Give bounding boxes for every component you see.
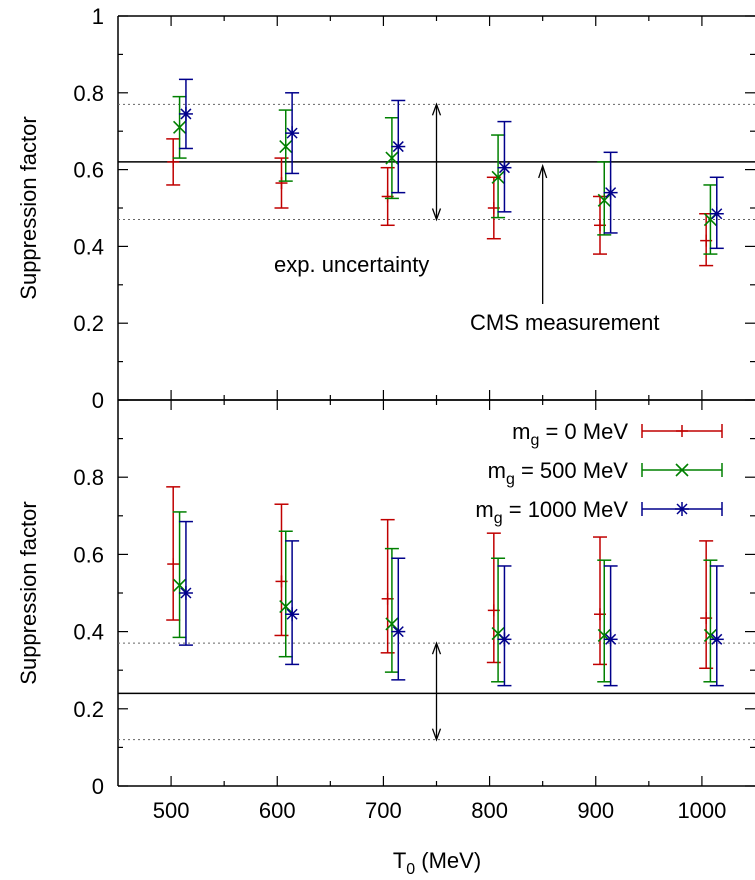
uncertainty-arrow-head-up: [431, 102, 442, 116]
x-tick-label: 1000: [677, 798, 726, 823]
legend-label: mg = 1000 MeV: [475, 497, 628, 527]
marker-x: [279, 139, 293, 154]
legend-label: mg = 0 MeV: [512, 419, 628, 449]
x-axis-label-main: T: [393, 848, 406, 873]
y-tick-label: 0.6: [73, 158, 104, 183]
x-tick-label: 700: [365, 798, 402, 823]
bottom-panel: 0 0.2 0.4 0.6 0.8 Suppression factor 500 600 700…: [16, 399, 755, 878]
series-0: [166, 486, 714, 670]
legend-label-tail: = 0 MeV: [539, 419, 628, 444]
uncertainty-arrow-head-up: [431, 641, 442, 655]
uncertainty-arrow-head-down: [431, 728, 442, 742]
y-tick-label: 0.8: [73, 81, 104, 106]
legend-label-tail: = 1000 MeV: [503, 497, 629, 522]
marker-x: [491, 170, 505, 184]
y-tick-label: 0.6: [73, 542, 104, 567]
marker-star: [676, 503, 688, 515]
marker-x: [279, 599, 293, 614]
legend-label-sub: g: [530, 432, 539, 449]
y-axis-label: Suppression factor: [16, 501, 41, 684]
x-tick-label: 600: [259, 798, 296, 823]
series-1: [172, 95, 718, 255]
marker-x: [173, 120, 187, 134]
marker-star: [286, 608, 298, 620]
series-2: [178, 520, 724, 687]
y-tick-label: 0: [92, 388, 104, 413]
top-panel: 0 0.2 0.4 0.6 0.8 1 Suppression factor exp. unc…: [16, 4, 755, 413]
x-axis-label: T0 (MeV): [393, 848, 481, 878]
marker-x: [597, 193, 611, 207]
y-axis-label: Suppression factor: [16, 116, 41, 299]
marker-x: [385, 151, 399, 165]
marker-x: [675, 463, 689, 477]
annotation-exp-uncertainty: exp. uncertainty: [274, 252, 429, 277]
marker-star: [286, 127, 298, 139]
x-tick-label: 800: [471, 798, 508, 823]
marker-star: [711, 633, 723, 645]
y-tick-label: 0.4: [73, 620, 104, 645]
marker-star: [180, 587, 192, 599]
x-axis-label-tail: (MeV): [415, 848, 481, 873]
x-tick-label: 500: [153, 798, 190, 823]
series-2: [178, 78, 724, 250]
y-tick-label: 0.2: [73, 311, 104, 336]
marker-x: [173, 578, 187, 592]
marker-x: [597, 628, 611, 643]
y-tick-label: 1: [92, 4, 104, 29]
y-tick-label: 0: [92, 774, 104, 799]
series-0: [166, 138, 714, 267]
legend-label-sub: g: [506, 471, 515, 488]
annotation-cms-measurement: CMS measurement: [470, 310, 660, 335]
uncertainty-arrow-head-down: [431, 208, 442, 222]
marker-star: [180, 108, 192, 120]
legend-label-sub: g: [494, 510, 503, 527]
y-tick-label: 0.4: [73, 234, 104, 259]
marker-x: [385, 617, 399, 631]
cms-arrow-head: [538, 163, 548, 179]
legend-label-tail: = 500 MeV: [515, 458, 628, 483]
marker-star: [392, 626, 404, 638]
marker-star: [498, 633, 510, 645]
legend-label-main: m: [488, 458, 506, 483]
x-axis-label-sub: 0: [406, 861, 415, 878]
series-1: [172, 511, 718, 683]
marker-x: [491, 626, 505, 641]
legend-label-main: m: [475, 497, 493, 522]
y-tick-label: 0.2: [73, 697, 104, 722]
y-tick-label: 0.8: [73, 465, 104, 490]
legend-label-main: m: [512, 419, 530, 444]
marker-star: [711, 208, 723, 220]
marker-star: [392, 141, 404, 153]
marker-star: [498, 162, 510, 174]
legend-label: mg = 500 MeV: [488, 458, 629, 488]
marker-star: [605, 187, 617, 199]
marker-star: [605, 633, 617, 645]
marker-x: [703, 628, 717, 643]
x-tick-label: 900: [577, 798, 614, 823]
